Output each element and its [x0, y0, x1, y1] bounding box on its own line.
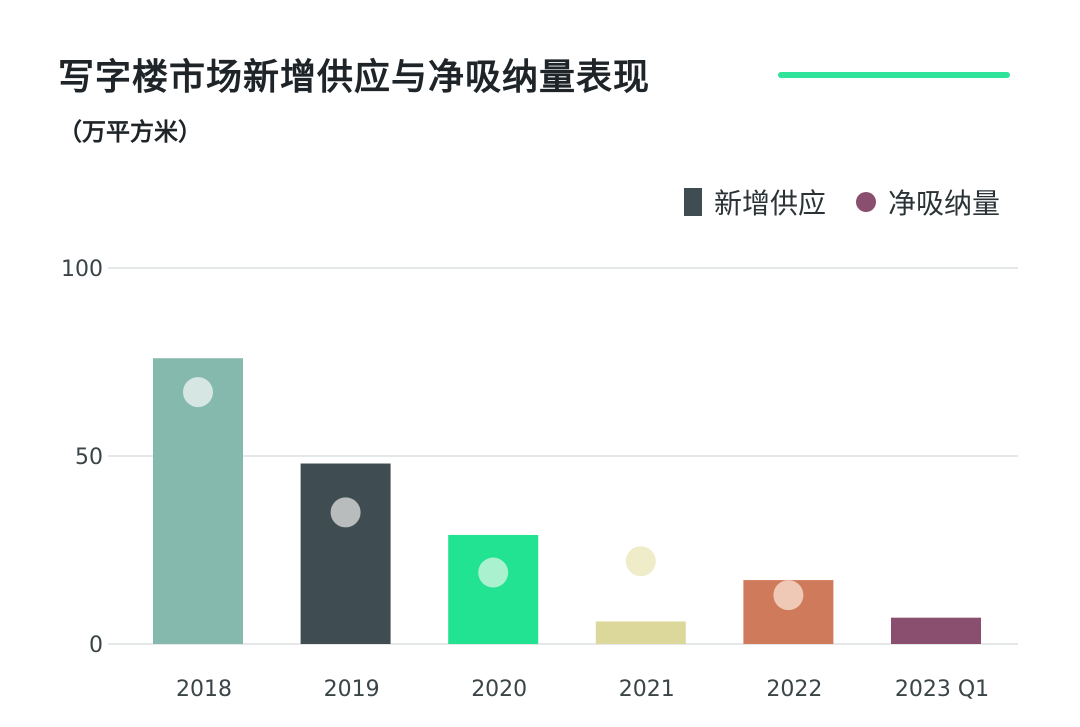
bar: [891, 617, 981, 644]
chart-unit: （万平方米）: [58, 118, 202, 146]
legend-swatch-dot: [855, 192, 876, 212]
legend: 新增供应 净吸纳量: [683, 182, 1000, 222]
x-tick-label: 2023 Q1: [895, 677, 989, 702]
legend-label-absorption: 净吸纳量: [887, 187, 1000, 220]
absorption-dot: [773, 580, 804, 611]
x-tick-label: 2021: [619, 677, 675, 702]
y-tick-label: 0: [89, 633, 103, 658]
absorption-dot: [478, 557, 509, 588]
bar: [595, 621, 686, 644]
x-tick-label: 2022: [766, 677, 822, 702]
legend-swatch-bar: [683, 188, 702, 216]
y-tick-label: 50: [75, 445, 103, 470]
y-tick-label: 100: [61, 257, 103, 282]
title-accent-rule: [778, 72, 1010, 78]
legend-item-absorption: 净吸纳量: [855, 182, 1000, 222]
absorption-dot: [183, 377, 213, 408]
legend-label-supply: 新增供应: [713, 187, 826, 220]
absorption-dot: [330, 497, 361, 528]
absorption-dot: [625, 546, 656, 577]
x-tick-label: 2018: [176, 677, 232, 702]
x-tick-label: 2020: [471, 677, 527, 702]
chart-title: 写字楼市场新增供应与净吸纳量表现: [58, 57, 651, 98]
bar: [300, 463, 391, 644]
legend-item-supply: 新增供应: [683, 182, 826, 222]
x-tick-label: 2019: [324, 677, 380, 702]
bar: [448, 534, 539, 644]
